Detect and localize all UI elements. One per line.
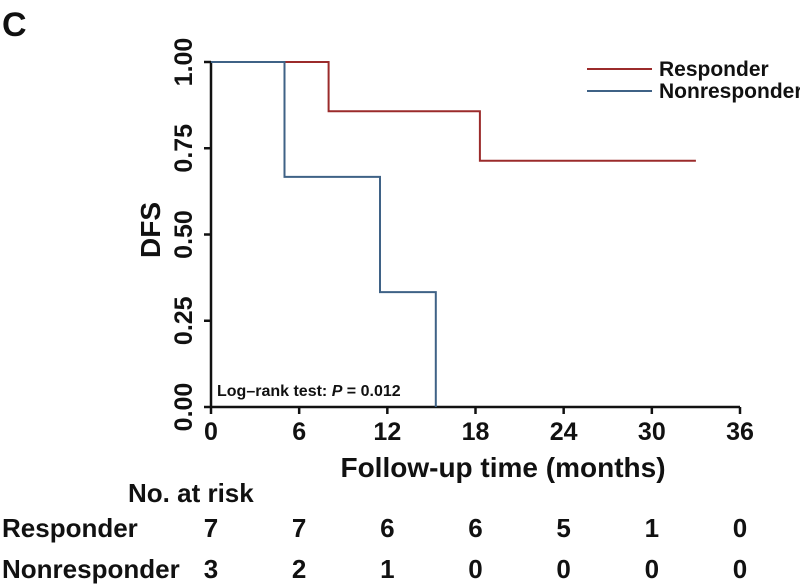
- y-tick-label: 0.50: [170, 210, 198, 259]
- risk-count: 1: [645, 513, 659, 543]
- logrank-p: P: [332, 383, 343, 400]
- legend-label-responder: Responder: [659, 58, 769, 81]
- risk-count: 0: [733, 554, 747, 584]
- risk-count: 1: [380, 554, 394, 584]
- x-tick-label: 30: [638, 418, 666, 446]
- y-axis-label: DFS: [135, 202, 166, 258]
- risk-row-label: Nonresponder: [2, 554, 180, 584]
- panel-label: C: [2, 6, 27, 44]
- risk-count: 6: [380, 513, 394, 543]
- logrank-value: = 0.012: [342, 383, 400, 400]
- risk-count: 7: [292, 513, 306, 543]
- y-tick-label: 0.00: [170, 383, 198, 432]
- y-tick-label: 0.75: [170, 124, 198, 173]
- risk-count: 2: [292, 554, 306, 584]
- x-tick-label: 18: [462, 418, 490, 446]
- survival-curve-responder: [211, 61, 696, 162]
- legend-label-nonresponder: Nonresponder: [659, 80, 800, 103]
- logrank-prefix: Log–rank test:: [217, 383, 332, 400]
- y-tick-label: 0.25: [170, 296, 198, 345]
- x-tick-group: 0 6 12 18 24 30 36: [204, 407, 754, 446]
- legend: Responder Nonresponder: [587, 58, 800, 103]
- risk-count: 3: [204, 554, 218, 584]
- risk-count: 6: [468, 513, 482, 543]
- logrank-annotation: Log–rank test: P = 0.012: [217, 383, 401, 400]
- plot-frame: [209, 62, 740, 409]
- risk-table: Responder 7 7 6 6 5 1 0 Nonresponder 3 2 1 0 0 0 0: [2, 513, 747, 584]
- survival-curve-nonresponder: [211, 61, 437, 407]
- risk-row-label: Responder: [2, 513, 138, 543]
- x-tick-label: 0: [204, 418, 218, 446]
- risk-count: 0: [468, 554, 482, 584]
- risk-count: 0: [733, 513, 747, 543]
- risk-table-title: No. at risk: [128, 478, 254, 508]
- x-axis-label: Follow-up time (months): [340, 452, 665, 483]
- survival-curves: [211, 61, 696, 407]
- y-tick-label: 1.00: [170, 38, 198, 87]
- x-tick-label: 6: [292, 418, 306, 446]
- risk-count: 5: [556, 513, 570, 543]
- x-tick-label: 36: [726, 418, 754, 446]
- risk-count: 0: [556, 554, 570, 584]
- y-tick-group: 0.00 0.25 0.50 0.75 1.00: [170, 38, 211, 432]
- risk-count: 7: [204, 513, 218, 543]
- risk-count: 0: [645, 554, 659, 584]
- x-tick-label: 24: [550, 418, 578, 446]
- x-tick-label: 12: [373, 418, 401, 446]
